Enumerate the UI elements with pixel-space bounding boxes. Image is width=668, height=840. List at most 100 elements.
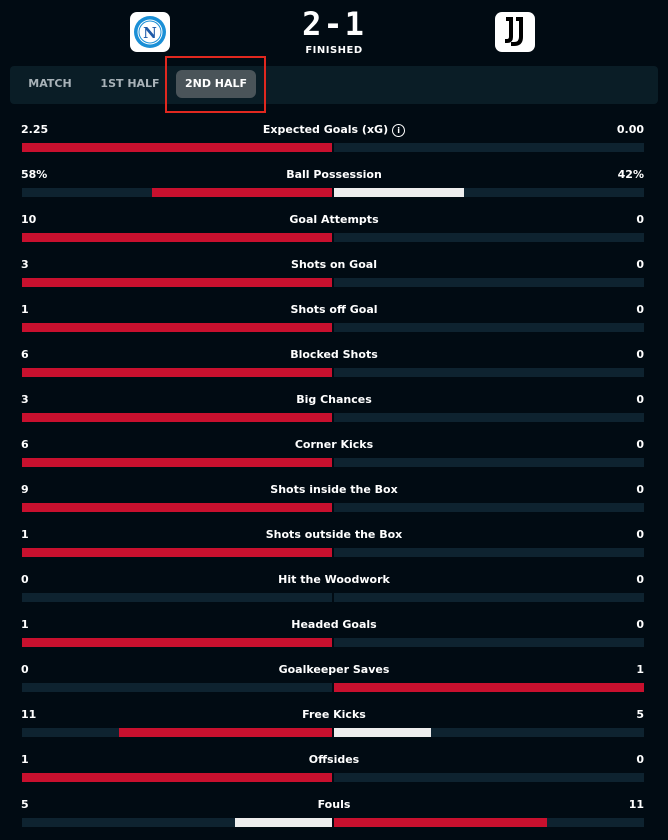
away-value: 0.00 <box>616 123 644 136</box>
home-bar-fill <box>22 503 332 512</box>
stat-label-text: Goal Attempts <box>289 213 379 226</box>
stat-row: 3 Shots on Goal 0 <box>0 255 668 300</box>
stat-row: 1 Shots off Goal 0 <box>0 300 668 345</box>
home-value: 0 <box>21 573 29 586</box>
home-value: 0 <box>21 663 29 676</box>
away-bar-track <box>334 368 644 377</box>
home-bar-fill <box>22 773 332 782</box>
home-bar-track <box>22 503 332 512</box>
home-bar-track <box>22 818 332 827</box>
juventus-crest-icon[interactable] <box>495 12 535 52</box>
stat-label-text: Shots on Goal <box>291 258 377 271</box>
home-value: 11 <box>21 708 37 721</box>
tab-2nd-half[interactable]: 2ND HALF <box>176 70 256 98</box>
away-bar-track <box>334 638 644 647</box>
home-value: 6 <box>21 438 29 451</box>
home-value: 2.25 <box>21 123 49 136</box>
home-bar-fill <box>22 143 332 152</box>
stat-label-free-kicks: Free Kicks <box>184 708 484 721</box>
stat-label-hit-the-woodwork: Hit the Woodwork <box>184 573 484 586</box>
stat-row: 58% Ball Possession 42% <box>0 165 668 210</box>
away-bar-fill <box>334 188 464 197</box>
stat-label-corner-kicks: Corner Kicks <box>184 438 484 451</box>
home-value: 3 <box>21 258 29 271</box>
stat-label-text: Hit the Woodwork <box>278 573 390 586</box>
away-bar-track <box>334 413 644 422</box>
tab-match[interactable]: MATCH <box>28 77 72 90</box>
away-bar-track <box>334 773 644 782</box>
away-bar-track <box>334 143 644 152</box>
stat-label-fouls: Fouls <box>184 798 484 811</box>
stat-row: 6 Blocked Shots 0 <box>0 345 668 390</box>
stat-row: 11 Free Kicks 5 <box>0 705 668 750</box>
home-value: 1 <box>21 303 29 316</box>
home-bar-track <box>22 773 332 782</box>
home-value: 5 <box>21 798 29 811</box>
stat-label-goal-attempts: Goal Attempts <box>184 213 484 226</box>
stat-label-shots-inside-the-box: Shots inside the Box <box>184 483 484 496</box>
tab-1st-half[interactable]: 1ST HALF <box>100 77 160 90</box>
home-value: 1 <box>21 753 29 766</box>
away-bar-fill <box>334 728 431 737</box>
stat-label-shots-outside-the-box: Shots outside the Box <box>184 528 484 541</box>
stat-row: 3 Big Chances 0 <box>0 390 668 435</box>
home-value: 9 <box>21 483 29 496</box>
napoli-crest-letter: N <box>143 24 157 42</box>
home-bar-track <box>22 143 332 152</box>
period-tabs: MATCH 1ST HALF 2ND HALF <box>10 66 658 104</box>
napoli-crest-icon[interactable]: N <box>130 12 170 52</box>
stat-label-text: Fouls <box>317 798 351 811</box>
away-value: 0 <box>636 528 644 541</box>
home-value: 58% <box>21 168 48 181</box>
match-status: FINISHED <box>305 45 363 56</box>
away-bar-track <box>334 728 644 737</box>
stat-label-text: Shots off Goal <box>290 303 378 316</box>
away-bar-track <box>334 188 644 197</box>
home-value: 10 <box>21 213 37 226</box>
home-bar-track <box>22 278 332 287</box>
stat-label-shots-off-goal: Shots off Goal <box>184 303 484 316</box>
away-value: 0 <box>636 303 644 316</box>
stat-label-text: Free Kicks <box>302 708 366 721</box>
stat-label-text: Ball Possession <box>286 168 382 181</box>
stat-row: 9 Shots inside the Box 0 <box>0 480 668 525</box>
away-value: 5 <box>636 708 644 721</box>
stat-row: 6 Corner Kicks 0 <box>0 435 668 480</box>
home-bar-track <box>22 233 332 242</box>
home-bar-track <box>22 323 332 332</box>
away-value: 0 <box>636 483 644 496</box>
away-value: 0 <box>636 618 644 631</box>
away-bar-track <box>334 818 644 827</box>
home-value: 6 <box>21 348 29 361</box>
stat-label-expected-goals-xg: Expected Goals (xG) i <box>184 123 484 137</box>
away-bar-track <box>334 278 644 287</box>
away-bar-track <box>334 683 644 692</box>
stat-label-big-chances: Big Chances <box>184 393 484 406</box>
away-value: 0 <box>636 393 644 406</box>
home-bar-fill <box>22 638 332 647</box>
away-value: 11 <box>628 798 644 811</box>
away-value: 0 <box>636 348 644 361</box>
stat-label-text: Blocked Shots <box>290 348 378 361</box>
away-value: 0 <box>636 213 644 226</box>
home-bar-fill <box>119 728 332 737</box>
away-value: 1 <box>636 663 644 676</box>
home-bar-fill <box>22 413 332 422</box>
away-bar-track <box>334 593 644 602</box>
home-bar-fill <box>22 233 332 242</box>
home-bar-fill <box>22 323 332 332</box>
stat-label-offsides: Offsides <box>184 753 484 766</box>
stat-row: 1 Headed Goals 0 <box>0 615 668 660</box>
stat-label-goalkeeper-saves: Goalkeeper Saves <box>184 663 484 676</box>
home-bar-fill <box>22 458 332 467</box>
home-bar-track <box>22 458 332 467</box>
stat-label-text: Headed Goals <box>291 618 377 631</box>
away-bar-track <box>334 548 644 557</box>
stat-label-headed-goals: Headed Goals <box>184 618 484 631</box>
stat-label-text: Goalkeeper Saves <box>278 663 390 676</box>
home-bar-track <box>22 413 332 422</box>
home-bar-fill <box>235 818 332 827</box>
stats-list: 2.25 Expected Goals (xG) i 0.00 58% Ball Poss… <box>0 120 668 840</box>
stat-label-text: Big Chances <box>296 393 372 406</box>
info-icon[interactable]: i <box>392 124 406 137</box>
